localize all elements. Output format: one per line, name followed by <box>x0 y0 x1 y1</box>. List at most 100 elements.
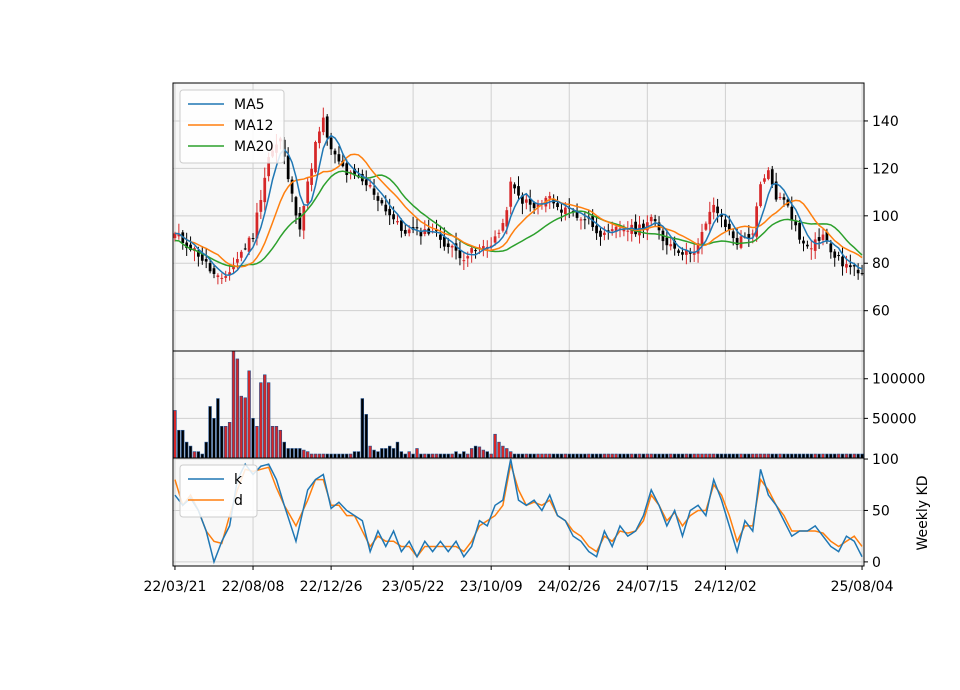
volume-bar <box>860 453 864 459</box>
volume-bar <box>220 425 224 459</box>
volume-bar <box>614 453 618 459</box>
volume-bar <box>680 453 685 459</box>
candle-body <box>376 196 380 201</box>
volume-bar <box>696 453 700 459</box>
price-legend-entry: MA5 <box>234 97 265 113</box>
volume-bar <box>442 453 446 459</box>
volume-bar <box>419 453 423 459</box>
candle-body <box>247 237 251 252</box>
volume-bar <box>516 453 521 459</box>
candle-body <box>528 198 532 205</box>
candle-body <box>341 160 345 167</box>
volume-bar <box>848 453 853 459</box>
volume-bar <box>263 374 267 459</box>
volume-bar <box>423 453 427 459</box>
candle-body <box>314 142 317 173</box>
volume-bar <box>274 425 279 459</box>
volume-bar <box>688 453 692 459</box>
volume-bar <box>434 453 439 459</box>
candle-body <box>560 209 563 213</box>
candle-body <box>481 246 485 249</box>
volume-bar <box>356 451 361 459</box>
candle-body <box>751 233 755 235</box>
candle-body <box>396 221 399 223</box>
candle-body <box>563 207 567 214</box>
candle-body <box>333 150 337 155</box>
candle-body <box>770 169 774 185</box>
volume-bar <box>575 453 579 459</box>
candle-body <box>599 230 602 237</box>
volume-bar <box>743 453 747 459</box>
volume-bar <box>188 445 193 459</box>
candle-body <box>403 229 407 234</box>
candle-body <box>228 272 231 276</box>
volume-bar <box>598 453 603 459</box>
volume-bar <box>587 453 591 459</box>
candle-body <box>782 197 786 200</box>
volume-bar <box>466 453 470 459</box>
x-tick-label: 23/10/09 <box>460 579 523 595</box>
volume-bar <box>844 453 849 459</box>
candle-body <box>239 251 243 258</box>
x-axis: 22/03/21 22/08/08 22/12/26 23/05/22 23/10/09… <box>144 566 894 595</box>
candle-body <box>579 219 583 221</box>
volume-bar <box>770 453 774 459</box>
candle-body <box>208 263 212 272</box>
candle-body <box>712 204 716 213</box>
volume-bar <box>290 448 294 459</box>
candle-body <box>759 184 762 207</box>
volume-bar <box>618 453 622 459</box>
candle-body <box>407 229 411 234</box>
volume-bar <box>735 453 739 459</box>
candle-body <box>302 206 306 231</box>
candle-body <box>575 212 579 218</box>
volume-bar <box>794 453 798 459</box>
volume-bar <box>364 414 368 459</box>
candle-body <box>442 236 446 247</box>
candle-body <box>669 244 673 247</box>
candle-body <box>197 250 200 257</box>
candle-body <box>778 196 782 198</box>
volume-bar <box>704 453 708 459</box>
volume-bar <box>325 453 329 459</box>
volume-bar <box>208 406 212 459</box>
volume-bar <box>298 448 302 459</box>
volume-bar <box>352 451 357 459</box>
price-legend-entry: MA12 <box>234 118 273 134</box>
candle-body <box>634 221 637 235</box>
volume-bar <box>633 453 638 459</box>
volume-bar <box>497 441 501 459</box>
ma20-line <box>174 170 863 268</box>
candle-body <box>259 200 263 212</box>
candle-body <box>513 184 516 189</box>
volume-bar <box>829 453 833 459</box>
volume-bar <box>477 446 482 459</box>
candle-body <box>802 240 805 244</box>
volume-bar <box>501 445 505 459</box>
volume-bar <box>438 453 443 459</box>
volume-ytick-label: 100000 <box>872 372 925 388</box>
volume-bar <box>825 453 829 459</box>
candle-body <box>368 185 372 187</box>
volume-bar <box>247 370 251 459</box>
candle-body <box>466 256 470 259</box>
volume-bar <box>555 453 560 459</box>
volume-bar <box>544 453 548 459</box>
volume-bar <box>415 448 419 459</box>
candle-body <box>747 233 751 238</box>
volume-bar <box>645 453 649 459</box>
volume-bar <box>380 448 384 459</box>
volume-bar <box>665 453 669 459</box>
candle-body <box>345 163 349 175</box>
candle-body <box>548 195 552 199</box>
volume-bar <box>540 453 544 459</box>
candle-body <box>474 250 477 252</box>
candle-body <box>212 268 216 274</box>
volume-bar <box>286 448 290 459</box>
kd-ylabel: Weekly KD <box>915 476 931 551</box>
volume-bar <box>196 451 201 459</box>
volume-bar <box>801 453 806 459</box>
volume-bar <box>739 453 743 459</box>
volume-bar <box>751 453 755 459</box>
x-tick-label: 22/12/26 <box>300 579 363 595</box>
